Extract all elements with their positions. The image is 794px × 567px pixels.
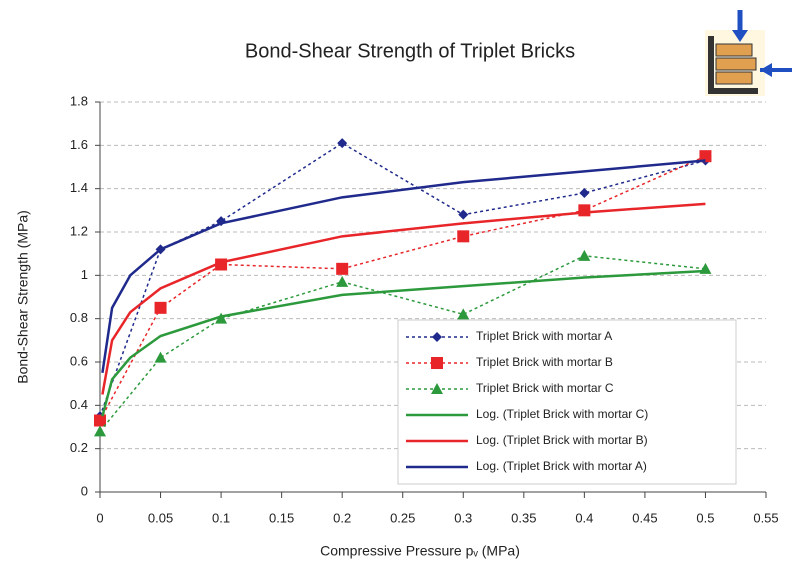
legend-label: Triplet Brick with mortar A	[476, 329, 612, 343]
series-line	[101, 159, 706, 374]
marker	[578, 204, 591, 217]
marker	[154, 301, 167, 314]
legend-label: Triplet Brick with mortar B	[476, 355, 613, 369]
x-tick-label: 0.4	[575, 510, 593, 525]
y-tick-label: 0.2	[70, 440, 88, 455]
marker	[337, 138, 348, 149]
legend-marker	[432, 332, 442, 342]
marker	[215, 312, 228, 324]
marker	[336, 275, 349, 287]
legend-box	[397, 319, 737, 485]
y-tick-label: 1.8	[70, 93, 88, 108]
marker	[94, 414, 106, 427]
legend-label: Log. (Triplet Brick with mortar C)	[476, 407, 648, 421]
legend-label: Log. (Triplet Brick with mortar B)	[476, 433, 648, 447]
y-axis-label: Bond-Shear Strength (MPa)	[15, 210, 31, 384]
marker	[458, 209, 469, 220]
legend-marker	[431, 383, 443, 394]
y-tick-label: 1.4	[70, 180, 88, 195]
x-tick-label: 0.3	[454, 510, 472, 525]
y-tick-label: 1	[81, 267, 88, 282]
x-tick-label: 0.05	[148, 510, 173, 525]
marker	[699, 150, 712, 163]
marker	[336, 262, 349, 275]
x-tick-label: 0.15	[269, 510, 294, 525]
marker	[94, 425, 106, 437]
x-tick-label: 0.5	[696, 510, 714, 525]
series-line	[101, 202, 706, 395]
legend-marker	[431, 357, 443, 369]
y-tick-label: 0	[81, 483, 88, 498]
series-line	[101, 269, 706, 417]
x-tick-label: 0.45	[632, 510, 657, 525]
y-tick-label: 1.2	[70, 223, 88, 238]
x-axis-label: Compressive Pressure pᵥ (MPa)	[320, 543, 520, 559]
x-tick-label: 0.2	[333, 510, 351, 525]
marker	[457, 230, 470, 243]
legend: Triplet Brick with mortar A Triplet Brick…	[397, 319, 737, 485]
x-tick-label: 0	[96, 510, 103, 525]
y-tick-label: 1.6	[70, 137, 88, 152]
marker	[457, 308, 470, 320]
x-tick-label: 0.35	[511, 510, 536, 525]
marker	[154, 351, 167, 363]
legend-label: Triplet Brick with mortar C	[476, 381, 614, 395]
x-tick-label: 0.55	[753, 510, 778, 525]
y-tick-label: 0.4	[70, 397, 88, 412]
y-tick-label: 0.6	[70, 353, 88, 368]
chart-title: Bond-Shear Strength of Triplet Bricks	[245, 40, 575, 62]
y-tick-label: 0.8	[70, 310, 88, 325]
x-tick-label: 0.1	[212, 510, 230, 525]
marker	[578, 249, 591, 261]
marker	[579, 188, 590, 198]
legend-label: Log. (Triplet Brick with mortar A)	[476, 459, 647, 473]
brick-icon	[705, 10, 792, 96]
x-tick-label: 0.25	[390, 510, 415, 525]
